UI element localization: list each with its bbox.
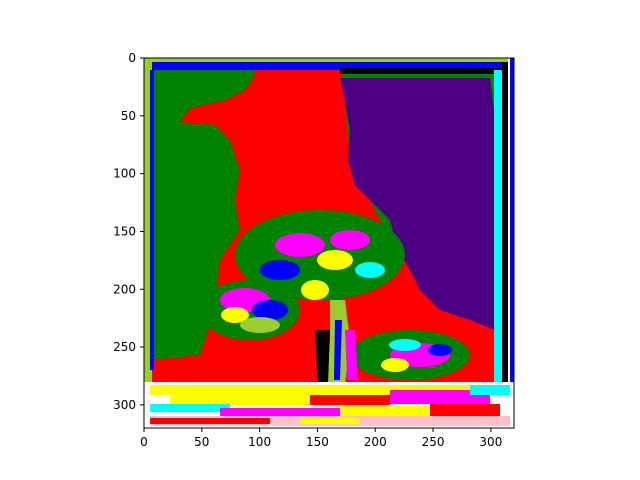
region-indigo [340,78,495,330]
bottom-strip [144,382,514,428]
heatmap-image [144,58,514,428]
frame-right-cyan [494,70,502,400]
frame-left-blue [150,70,154,370]
tree [200,210,470,385]
axes-frame [143,57,515,429]
y-tick-label: 200 [113,282,136,296]
x-tick-label: 200 [364,435,387,449]
frame-right-black [502,62,508,402]
y-axis: 0 50 100 150 200 250 300 [113,51,144,412]
x-tick-label: 150 [306,435,329,449]
y-tick-label: 300 [113,398,136,412]
frame-left [144,60,152,385]
y-tick-label: 250 [113,340,136,354]
x-tick-label: 50 [194,435,209,449]
frame-top-yellowgreen [144,58,514,62]
x-tick-label: 250 [422,435,445,449]
frame-top-blue [146,62,508,70]
x-tick-label: 300 [479,435,502,449]
x-tick-label: 0 [140,435,148,449]
y-tick-label: 50 [121,109,136,123]
y-tick-label: 150 [113,224,136,238]
x-axis: 0 50 100 150 200 250 300 [140,428,502,449]
frame-right-blue [510,58,514,428]
x-tick-label: 100 [248,435,271,449]
y-tick-label: 0 [128,51,136,65]
y-tick-label: 100 [113,167,136,181]
frame-top-black [340,68,505,74]
